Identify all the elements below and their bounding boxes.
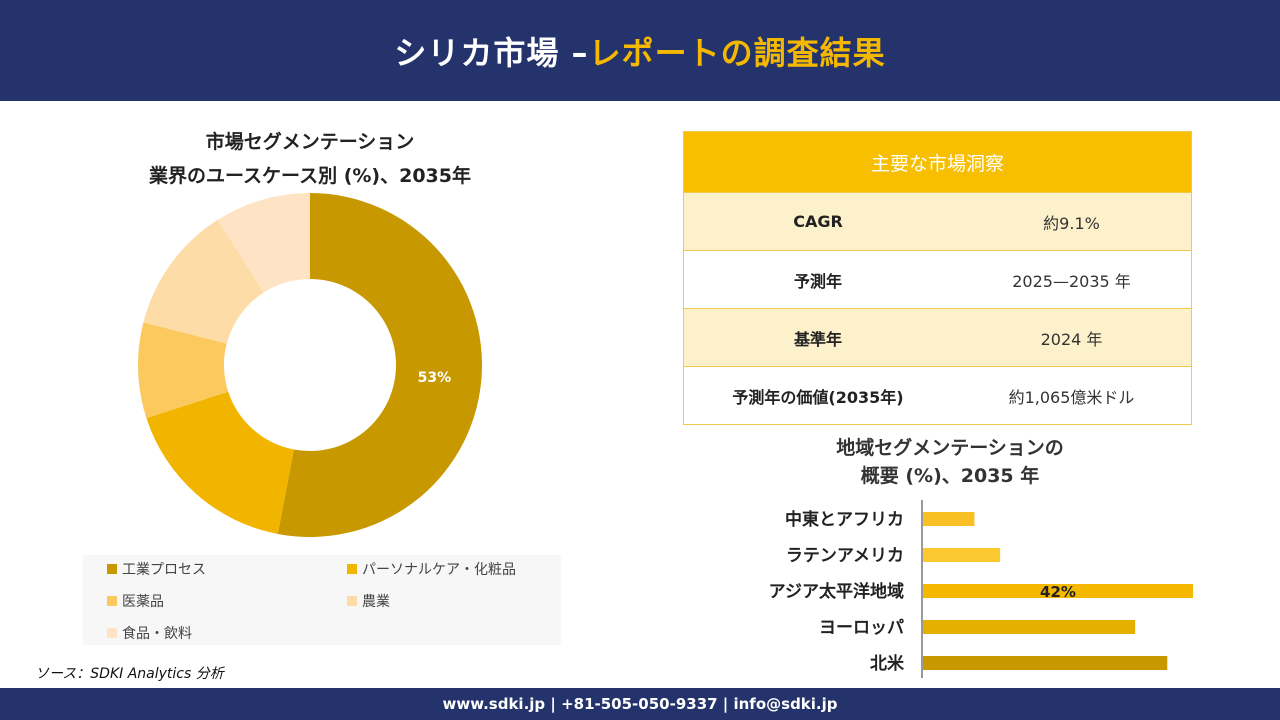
donut-slice: [146, 391, 294, 534]
legend-swatch: [347, 564, 357, 574]
bar: [923, 656, 1168, 670]
bar-category-label: 中東とアフリカ: [785, 509, 904, 530]
legend-label: 食品・飲料: [122, 626, 192, 642]
legend-swatch: [107, 628, 117, 638]
legend-swatch: [347, 596, 357, 606]
legend-label: 農業: [362, 594, 390, 610]
bar-category-label: アジア太平洋地域: [769, 581, 904, 602]
bar: [923, 548, 1001, 562]
bar-chart-title: 地域セグメンテーションの: [836, 437, 1064, 459]
insight-value: 2024 年: [1040, 329, 1103, 349]
donut-slice: [277, 193, 482, 537]
insight-label: CAGR: [793, 212, 843, 231]
insight-row: 予測年 2025—2035 年: [684, 250, 1191, 308]
legend-label: 医薬品: [122, 594, 164, 610]
donut-chart: 53%: [138, 193, 482, 537]
bar-category-label: ラテンアメリカ: [786, 546, 904, 566]
page-title: シリカ市場 –レポートの調査結果: [394, 33, 886, 72]
legend-item: 農業: [347, 591, 567, 611]
legend-item: 食品・飲料: [107, 623, 347, 643]
insight-label: 基準年: [793, 329, 842, 349]
insight-row: 予測年の価値(2035年) 約1,065億米ドル: [684, 366, 1191, 424]
legend-label: 工業プロセス: [122, 562, 206, 578]
key-insights-title: 主要な市場洞察: [684, 132, 1191, 192]
donut-slice: [217, 193, 310, 293]
bar-chart-subtitle: 概要 (%)、2035 年: [860, 465, 1040, 487]
footer-contact: www.sdki.jp | +81-505-050-9337 | info@sd…: [442, 695, 838, 713]
donut-chart-title: 市場セグメンテーション: [205, 131, 415, 153]
legend-item: 医薬品: [107, 591, 347, 611]
insight-row: 基準年 2024 年: [684, 308, 1191, 366]
donut-slice: [138, 322, 229, 419]
bar-data-label: 42%: [1040, 583, 1076, 601]
donut-legend: 工業プロセス パーソナルケア・化粧品医薬品 農業食品・飲料: [83, 555, 561, 645]
footer-bar: www.sdki.jp | +81-505-050-9337 | info@sd…: [0, 688, 1280, 720]
donut-slice: [143, 219, 264, 344]
insight-value: 約1,065億米ドル: [1008, 387, 1135, 407]
bar-category-label: 北米: [870, 653, 905, 674]
legend-label: パーソナルケア・化粧品: [362, 562, 516, 578]
insight-value: 2025—2035 年: [1012, 271, 1131, 291]
bar: [923, 512, 975, 526]
legend-swatch: [107, 564, 117, 574]
bar: [923, 620, 1136, 634]
bar-category-label: ヨーロッパ: [819, 618, 904, 638]
donut-chart-subtitle: 業界のユースケース別 (%)、2035年: [148, 165, 471, 187]
header-bar: シリカ市場 –レポートの調査結果: [0, 0, 1280, 101]
key-insights-table: 主要な市場洞察 CAGR 約9.1% 予測年 2025—2035 年 基準年 2…: [683, 131, 1192, 425]
source-note: ソース：SDKI Analytics 分析: [35, 666, 224, 682]
donut-data-label: 53%: [418, 370, 452, 386]
legend-swatch: [107, 596, 117, 606]
bar: [923, 584, 1193, 598]
insight-label: 予測年: [793, 271, 842, 291]
insight-value: 約9.1%: [1043, 213, 1100, 233]
insight-row: CAGR 約9.1%: [684, 192, 1191, 250]
insight-label: 予測年の価値(2035年): [732, 387, 904, 407]
legend-item: 工業プロセス: [107, 559, 347, 579]
legend-item: パーソナルケア・化粧品: [347, 559, 567, 579]
